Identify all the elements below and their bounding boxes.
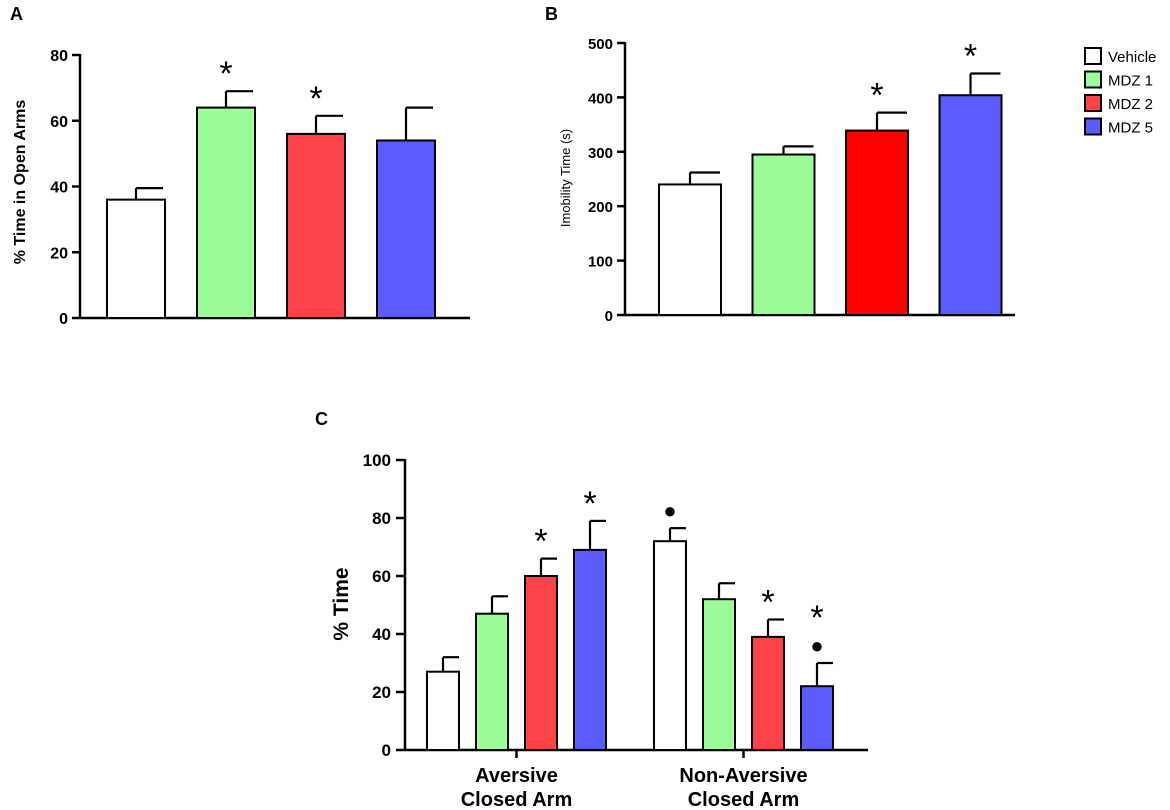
bar-vehicle	[653, 540, 687, 752]
panel-b: B Imobility Time (s) 0 100 200 300 400 500 * *	[545, 4, 1015, 325]
bar-mdz-5	[573, 548, 607, 752]
bar-mdz-1	[475, 612, 509, 752]
y-tick-label: 80	[50, 48, 68, 65]
significance-marker: *	[309, 80, 322, 118]
y-axis-label-b: Imobility Time (s)	[558, 129, 573, 227]
bar-vehicle	[658, 183, 722, 316]
bar-mdz-2	[751, 635, 785, 752]
x-category-label: Closed Arm	[461, 789, 573, 810]
y-tick-label: 60	[50, 114, 68, 131]
significance-dot-marker: ●	[810, 633, 823, 658]
bar-mdz-5	[938, 94, 1003, 316]
y-tick-label: 200	[588, 199, 613, 216]
bar-mdz-2	[524, 575, 558, 751]
legend-swatch-mdz-2	[1084, 94, 1102, 112]
significance-marker: *	[964, 37, 977, 75]
legend-label: Vehicle	[1108, 49, 1156, 66]
y-tick-label: 20	[50, 245, 68, 262]
panel-label-a: A	[10, 4, 23, 24]
panel-a: A % Time in Open Arms 0 20 40 60 80 * *	[10, 4, 470, 328]
y-tick-label: 20	[372, 683, 391, 702]
plot-area-b: 0 100 200 300 400 500 * *	[588, 36, 1015, 325]
bar-mdz-2	[286, 132, 346, 319]
bar-mdz-5	[376, 139, 436, 319]
bar-mdz-2	[845, 129, 909, 316]
y-tick-label: 40	[372, 625, 391, 644]
significance-marker: *	[870, 77, 883, 115]
y-tick-label: 60	[372, 567, 391, 586]
y-tick-label: 0	[382, 741, 391, 760]
significance-marker: *	[219, 55, 232, 93]
y-tick-label: 400	[588, 90, 613, 107]
y-tick-label: 100	[363, 451, 391, 470]
x-category-label: Aversive	[475, 765, 558, 787]
legend-swatch-vehicle	[1084, 47, 1102, 65]
y-tick-label: 40	[50, 180, 68, 197]
y-tick-label: 80	[372, 509, 391, 528]
bar-vehicle	[426, 670, 460, 752]
panel-label-c: C	[315, 409, 328, 429]
bar-vehicle	[106, 198, 166, 319]
panel-label-b: B	[545, 4, 558, 24]
bar-mdz-1	[196, 106, 256, 319]
significance-marker: *	[810, 599, 823, 637]
x-category-label: Non-Aversive	[679, 765, 807, 787]
bar-mdz-5	[800, 685, 834, 752]
y-axis-label-c: % Time	[330, 567, 353, 640]
y-axis-label-a: % Time in Open Arms	[12, 100, 29, 265]
bar-mdz-1	[751, 153, 816, 316]
significance-marker: *	[534, 523, 547, 561]
significance-dot-marker: ●	[663, 498, 676, 523]
significance-marker: *	[761, 584, 774, 622]
legend-label: MDZ 5	[1108, 120, 1153, 137]
y-tick-label: 0	[59, 311, 68, 328]
legend: Vehicle MDZ 1 MDZ 2 MDZ 5	[1084, 47, 1156, 137]
legend-swatch-mdz-5	[1084, 117, 1102, 136]
legend-swatch-mdz-1	[1084, 70, 1102, 89]
plot-area-a: 0 20 40 60 80 * *	[50, 48, 470, 328]
y-tick-label: 500	[588, 36, 613, 53]
y-tick-label: 300	[588, 145, 613, 162]
x-category-label: Closed Arm	[688, 789, 800, 810]
legend-label: MDZ 2	[1108, 96, 1153, 113]
y-tick-label: 100	[588, 254, 613, 271]
significance-marker: *	[583, 485, 596, 523]
legend-label: MDZ 1	[1108, 73, 1153, 90]
bar-mdz-1	[702, 598, 736, 752]
y-tick-label: 0	[605, 308, 613, 325]
